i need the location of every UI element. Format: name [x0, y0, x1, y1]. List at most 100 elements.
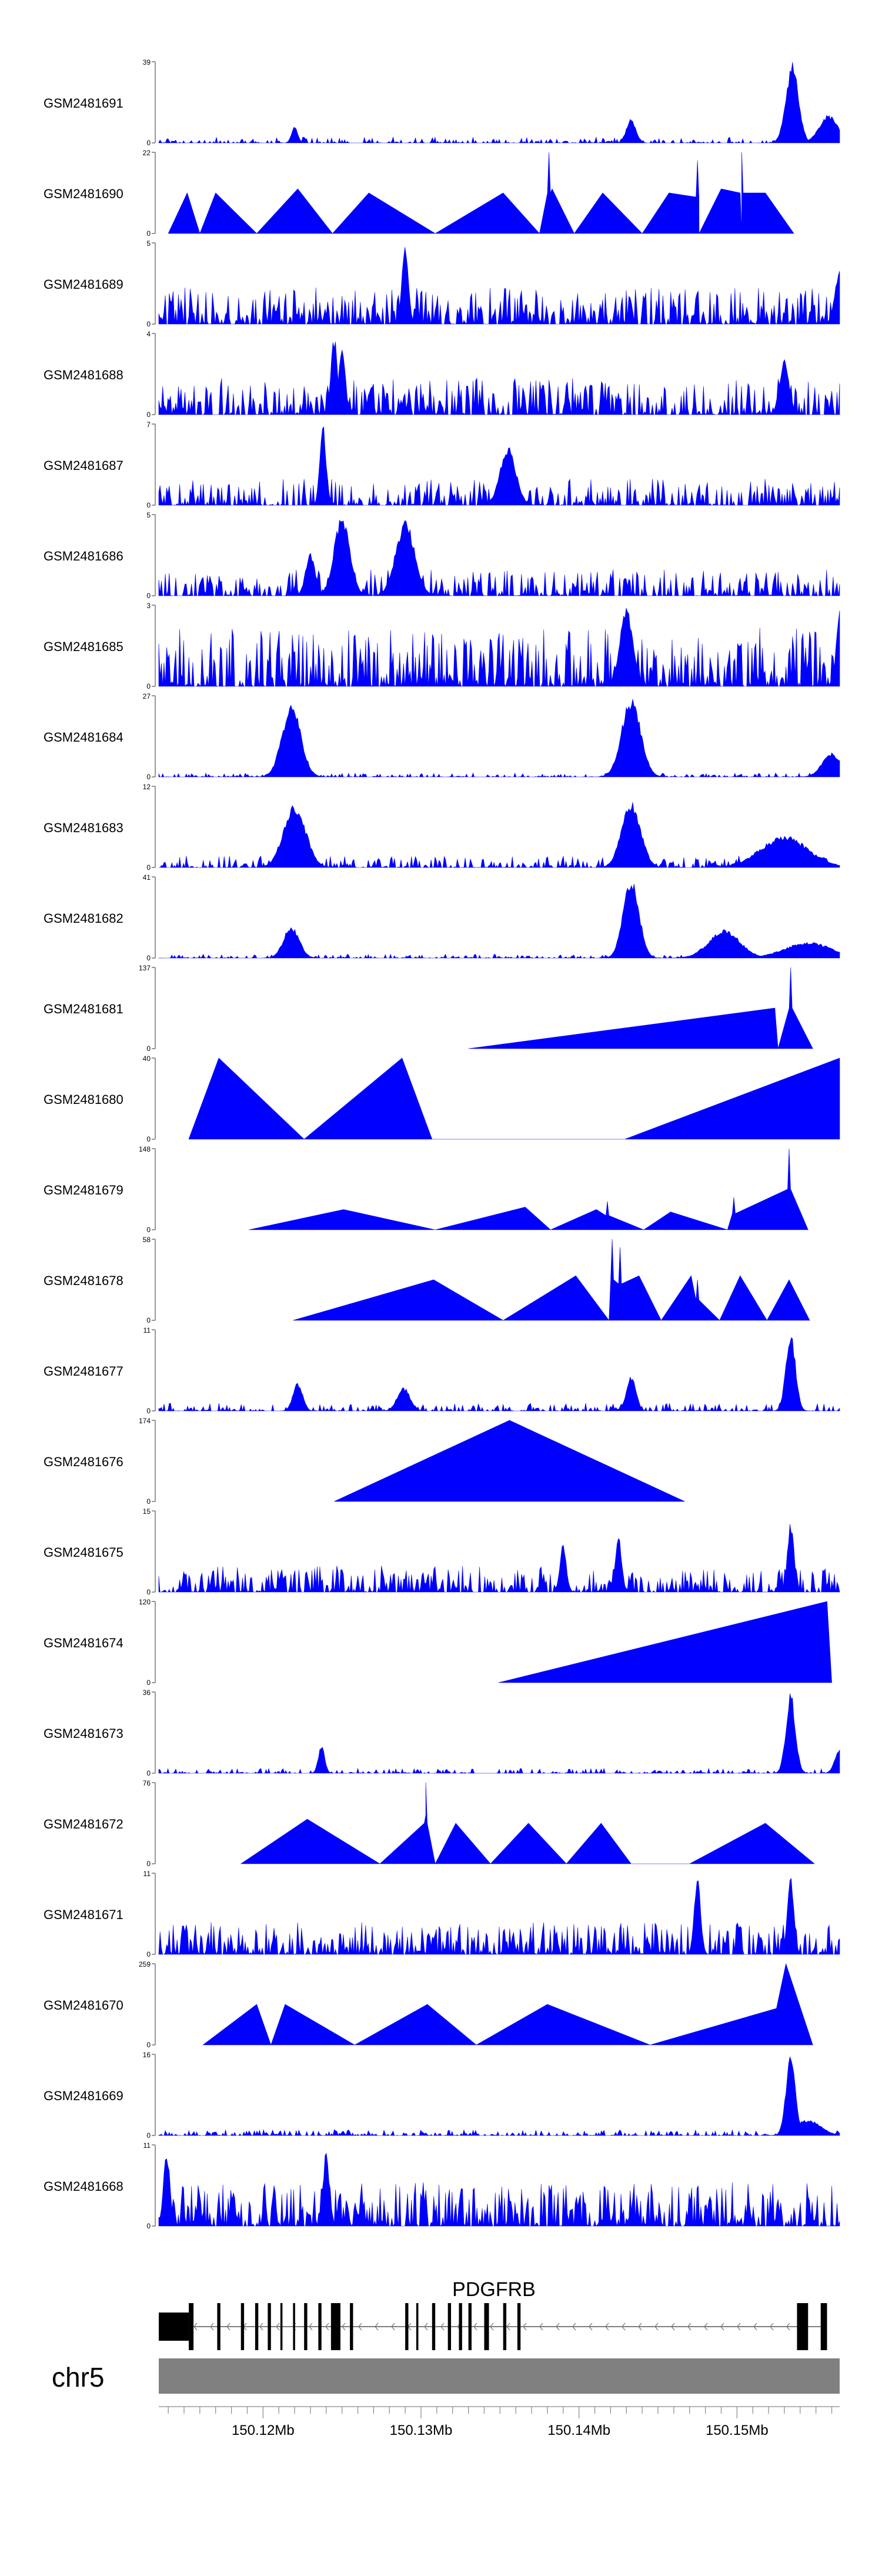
- coverage-area: [468, 967, 813, 1049]
- coverage-area: [158, 247, 840, 325]
- y-max-label: 5: [146, 511, 151, 519]
- strand-arrow: [638, 2323, 642, 2331]
- strand-arrow: [193, 2323, 198, 2331]
- strand-arrow: [309, 2323, 313, 2331]
- exon-block: [405, 2303, 409, 2350]
- y-max-label: 120: [139, 1598, 151, 1606]
- sample-label: GSM2481688: [44, 368, 123, 382]
- track-GSM2481686: GSM2481686 5 0: [44, 511, 840, 600]
- y-max-label: 5: [146, 239, 151, 248]
- track-GSM2481682: GSM2481682 41 0: [44, 873, 840, 962]
- coverage-area: [202, 1963, 813, 2046]
- gene-exons: [159, 2303, 827, 2350]
- coverage-area: [158, 342, 840, 416]
- y-zero-label: 0: [146, 2222, 151, 2230]
- strand-arrow: [737, 2323, 741, 2331]
- y-zero-label: 0: [146, 139, 151, 147]
- track-GSM2481668: GSM2481668 11 0: [44, 2141, 840, 2230]
- axis-tick-label: 150.15Mb: [706, 2422, 769, 2438]
- track-GSM2481672: GSM2481672 76 0: [44, 1779, 815, 1868]
- sample-label: GSM2481684: [44, 730, 123, 745]
- exon-block: [432, 2303, 436, 2350]
- chromosome-label: chr5: [52, 2362, 104, 2393]
- sample-label: GSM2481680: [44, 1092, 123, 1107]
- coverage-area: [158, 699, 840, 778]
- y-zero-label: 0: [146, 773, 151, 781]
- track-GSM2481680: GSM2481680 40 0: [44, 1055, 840, 1143]
- coverage-area: [158, 2153, 840, 2227]
- y-zero-label: 0: [146, 411, 151, 419]
- exon-block: [820, 2303, 827, 2350]
- y-zero-label: 0: [146, 320, 151, 328]
- exon-block: [189, 2303, 194, 2350]
- y-max-label: 12: [143, 783, 151, 791]
- chromosome-ideogram: chr5: [52, 2358, 840, 2394]
- track-GSM2481679: GSM2481679 148 0: [44, 1145, 808, 1234]
- exon-block: [350, 2303, 353, 2350]
- y-zero-label: 0: [146, 501, 151, 509]
- y-zero-label: 0: [146, 1135, 151, 1143]
- genomic-axis: 150.12Mb 150.13Mb 150.14Mb 150.15Mb: [159, 2406, 840, 2438]
- track-GSM2481687: GSM2481687 7 0: [44, 421, 840, 509]
- exon-block: [304, 2303, 308, 2350]
- coverage-area: [334, 1420, 685, 1502]
- y-max-label: 22: [143, 149, 151, 157]
- strand-arrow: [605, 2323, 609, 2331]
- exon-block: [517, 2303, 521, 2350]
- strand-arrow: [556, 2323, 560, 2331]
- y-zero-label: 0: [146, 1860, 151, 1868]
- track-GSM2481684: GSM2481684 27 0: [44, 692, 840, 781]
- track-GSM2481685: GSM2481685 3 0: [44, 602, 840, 690]
- exon-block: [217, 2303, 220, 2350]
- strand-arrow: [226, 2323, 230, 2331]
- track-GSM2481688: GSM2481688 4 0: [44, 330, 840, 419]
- y-max-label: 58: [143, 1236, 151, 1244]
- y-max-label: 259: [139, 1960, 151, 1968]
- coverage-area: [168, 152, 794, 234]
- coverage-area: [158, 608, 840, 688]
- strand-arrow: [770, 2323, 774, 2331]
- strand-arrow: [622, 2323, 626, 2331]
- strand-arrow: [424, 2323, 428, 2331]
- exon-block: [797, 2303, 808, 2350]
- coverage-area: [158, 1877, 840, 1956]
- y-zero-label: 0: [146, 863, 151, 872]
- strand-arrow: [654, 2323, 659, 2331]
- coverage-area: [158, 519, 840, 597]
- sample-label: GSM2481690: [44, 186, 123, 201]
- sample-label: GSM2481674: [44, 1636, 123, 1650]
- exon-block: [468, 2303, 472, 2350]
- exon-block: [255, 2303, 259, 2350]
- sample-label: GSM2481683: [44, 820, 123, 835]
- y-zero-label: 0: [146, 1316, 151, 1324]
- track-GSM2481691: GSM2481691 39 0: [44, 58, 840, 147]
- y-zero-label: 0: [146, 1769, 151, 1777]
- strand-arrow: [687, 2323, 691, 2331]
- sample-label: GSM2481668: [44, 2179, 123, 2194]
- coverage-area: [498, 1601, 832, 1683]
- y-max-label: 3: [146, 602, 151, 610]
- sample-label: GSM2481672: [44, 1817, 123, 1831]
- strand-arrow: [440, 2323, 445, 2331]
- exon-block: [459, 2303, 462, 2350]
- track-GSM2481689: GSM2481689 5 0: [44, 239, 840, 328]
- y-max-label: 41: [143, 873, 151, 882]
- y-zero-label: 0: [146, 1950, 151, 1958]
- y-zero-label: 0: [146, 592, 151, 600]
- sample-label: GSM2481679: [44, 1183, 123, 1197]
- y-max-label: 11: [143, 1870, 151, 1878]
- strand-arrow: [342, 2323, 346, 2331]
- sample-label: GSM2481678: [44, 1273, 123, 1288]
- track-GSM2481675: GSM2481675 15 0: [44, 1507, 840, 1596]
- sample-label: GSM2481691: [44, 96, 123, 111]
- y-zero-label: 0: [146, 1497, 151, 1506]
- track-GSM2481673: GSM2481673 36 0: [44, 1689, 840, 1777]
- strand-arrows: [193, 2323, 807, 2331]
- track-GSM2481683: GSM2481683 12 0: [44, 783, 840, 872]
- track-GSM2481676: GSM2481676 174 0: [44, 1417, 685, 1506]
- y-max-label: 36: [143, 1689, 151, 1697]
- y-zero-label: 0: [146, 2131, 151, 2140]
- strand-arrow: [572, 2323, 576, 2331]
- sample-label: GSM2481670: [44, 1998, 123, 2013]
